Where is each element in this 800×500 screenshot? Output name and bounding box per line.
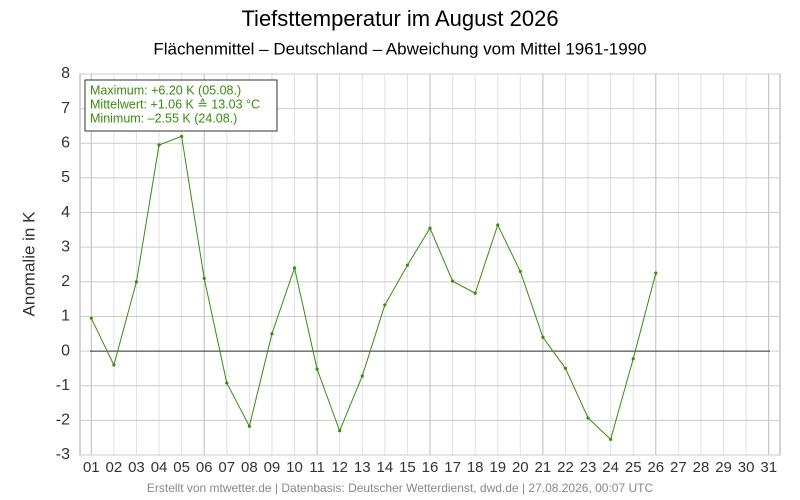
data-point: [586, 416, 590, 420]
annotation: Minimum: –2.55 K (24.08.): [90, 111, 237, 125]
y-axis-label: Anomalie in K: [19, 211, 38, 317]
x-tick-label: 01: [83, 459, 100, 476]
x-tick-label: 25: [625, 459, 642, 476]
x-tick-label: 27: [670, 459, 687, 476]
x-tick-label: 07: [218, 459, 235, 476]
y-tick-label: -1: [56, 377, 70, 394]
data-point: [496, 223, 500, 227]
y-tick-label: 2: [61, 273, 70, 290]
data-point: [609, 437, 613, 442]
x-tick-label: 19: [489, 459, 506, 476]
x-tick-label: 06: [196, 459, 213, 476]
y-tick-label: 4: [61, 204, 70, 221]
x-tick-label: 04: [151, 459, 168, 476]
y-tick-label: 6: [61, 134, 70, 151]
data-point: [247, 424, 251, 428]
x-tick-label: 08: [241, 459, 258, 476]
x-tick-label: 30: [738, 459, 755, 476]
x-tick-label: 13: [354, 459, 371, 476]
x-tick-label: 17: [444, 459, 461, 476]
data-point: [405, 263, 410, 267]
annotation: Mittelwert: +1.06 K ≙ 13.03 °C: [90, 97, 260, 111]
x-tick-label: 31: [760, 459, 777, 476]
data-point: [360, 374, 364, 378]
annotation-box: [84, 79, 278, 132]
footer: Erstellt von mtwetter.de | Datenbasis: D…: [147, 481, 654, 495]
y-tick-label: 7: [61, 100, 70, 117]
x-tick-label: 26: [647, 459, 664, 476]
y-tick-label: 5: [61, 169, 70, 186]
data-point: [89, 316, 93, 320]
data-point: [541, 335, 545, 339]
annotation: Maximum: +6.20 K (05.08.): [90, 83, 241, 97]
x-tick-label: 20: [512, 459, 529, 476]
y-tick-label: 1: [61, 308, 70, 325]
x-tick-label: 02: [106, 459, 123, 476]
chart-title: Tiefsttemperatur im August 2026: [241, 6, 558, 31]
data-point: [112, 363, 116, 367]
y-tick-label: 3: [61, 238, 70, 255]
x-tick-label: 14: [376, 459, 393, 476]
x-tick-label: 22: [557, 459, 574, 476]
x-tick-label: 16: [422, 459, 439, 476]
y-tick-label: 0: [61, 342, 70, 359]
x-tick-label: 05: [173, 459, 190, 476]
x-tick-label: 28: [693, 459, 710, 476]
y-tick-label: 8: [61, 65, 70, 82]
x-tick-label: 23: [580, 459, 597, 476]
x-tick-label: 29: [715, 459, 732, 476]
data-point: [473, 291, 477, 295]
x-tick-label: 11: [309, 459, 325, 476]
data-point: [428, 226, 432, 230]
data-point: [654, 271, 658, 275]
data-point: [518, 269, 522, 274]
x-tick-label: 18: [467, 459, 484, 476]
data-point: [383, 303, 387, 307]
data-point: [157, 143, 161, 147]
data-point: [315, 367, 319, 371]
x-tick-label: 09: [264, 459, 281, 476]
x-tick-label: 03: [128, 459, 145, 476]
line-series: [90, 135, 657, 441]
data-point: [338, 429, 342, 433]
data-point: [450, 279, 455, 283]
data-point: [134, 280, 139, 284]
data-point: [563, 366, 568, 371]
data-point: [202, 276, 206, 280]
chart-subtitle: Flächenmittel – Deutschland – Abweichung…: [153, 39, 646, 58]
x-tick-label: 10: [286, 459, 303, 476]
data-point: [180, 134, 184, 138]
data-point: [292, 266, 297, 270]
y-tick-label: -3: [56, 446, 70, 463]
x-tick-label: 12: [331, 459, 348, 476]
x-tick-label: 21: [535, 459, 552, 476]
x-tick-label: 24: [602, 459, 619, 476]
data-point: [631, 357, 635, 361]
y-tick-label: -2: [56, 412, 70, 429]
x-tick-label: 15: [399, 459, 416, 476]
data-point: [270, 332, 274, 336]
data-point: [225, 381, 229, 385]
